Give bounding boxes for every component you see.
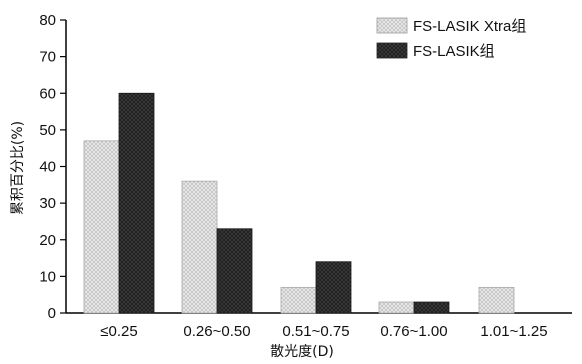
- legend: FS-LASIK Xtra组 FS-LASIK组: [376, 17, 526, 60]
- legend-swatch-control: [376, 42, 408, 59]
- x-tick-labels: ≤0.25 0.26~0.50 0.51~0.75 0.76~1.00 1.01~1.2…: [100, 323, 547, 340]
- legend-label-xtra: FS-LASIK Xtra组: [413, 18, 526, 35]
- y-tick-label: 80: [39, 12, 56, 29]
- bar-xtra-3: [378, 301, 415, 314]
- plot-area: 0 10 20 30 40 50 60 70 80 ≤0.25 0.26~0.50 0.51~0.7…: [39, 12, 572, 340]
- y-axis-title: 累积百分比(%): [10, 121, 26, 215]
- x-tick-label: 0.76~1.00: [380, 323, 447, 340]
- bar-control-3: [413, 301, 450, 314]
- y-tick-label: 60: [39, 85, 56, 102]
- x-tick-label: 0.26~0.50: [183, 323, 250, 340]
- y-tick-label: 0: [48, 305, 56, 322]
- y-tick-label: 20: [39, 232, 56, 249]
- bar-xtra-1: [181, 180, 218, 314]
- y-tick-label: 70: [39, 49, 56, 66]
- x-tick-label: ≤0.25: [100, 323, 137, 340]
- x-tick-label: 1.01~1.25: [480, 323, 547, 340]
- x-axis-title: 散光度(D): [270, 344, 334, 360]
- y-tick-label: 50: [39, 122, 56, 139]
- bar-control-0: [118, 92, 155, 314]
- bar-xtra-0: [83, 140, 120, 314]
- y-tick-label: 30: [39, 195, 56, 212]
- legend-label-control: FS-LASIK组: [413, 43, 495, 60]
- bar-control-2: [315, 261, 352, 314]
- bar-xtra-4: [478, 286, 515, 314]
- legend-swatch-xtra: [376, 17, 408, 34]
- y-tick-label: 10: [39, 268, 56, 285]
- bar-xtra-2: [280, 286, 317, 314]
- bar-control-1: [216, 228, 253, 314]
- x-tick-label: 0.51~0.75: [282, 323, 349, 340]
- y-ticks: 0 10 20 30 40 50 60 70 80: [39, 12, 66, 322]
- y-tick-label: 40: [39, 159, 56, 176]
- bars: [83, 92, 515, 314]
